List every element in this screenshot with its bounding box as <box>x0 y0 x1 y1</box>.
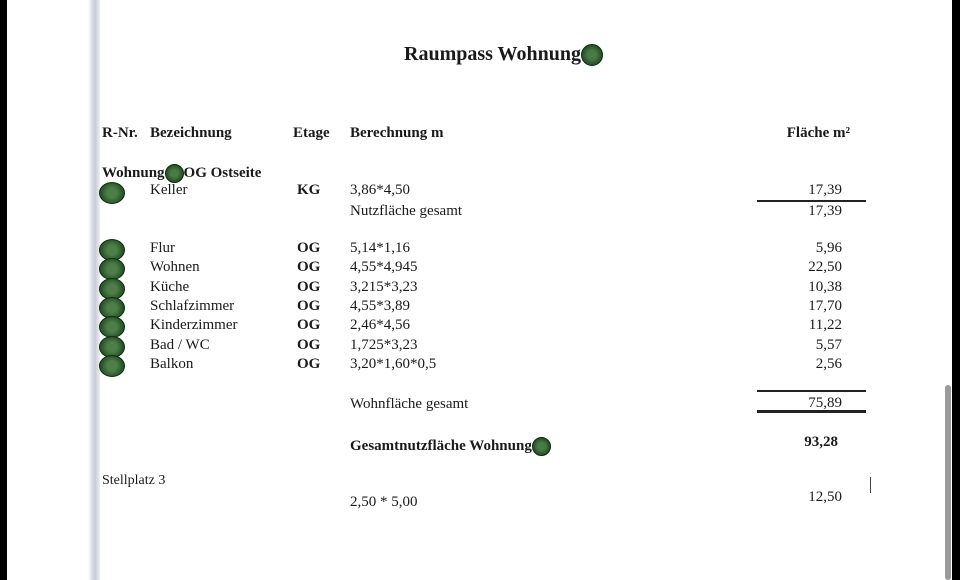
header-nr: R-Nr. <box>102 125 138 141</box>
title-text: Raumpass Wohnung <box>404 43 581 65</box>
room-name: Küche <box>150 278 190 295</box>
parking-label: Stellplatz 3 <box>102 473 166 488</box>
room-calc: 1,725*3,23 <box>350 336 418 353</box>
section-heading: Wohnung OG Ostseite <box>102 164 261 183</box>
room-floor: OG <box>297 240 321 256</box>
page-fold-shadow <box>88 0 100 580</box>
redaction-stamp-icon <box>99 316 125 339</box>
redaction-stamp-icon <box>99 182 125 204</box>
room-floor: KG <box>297 182 321 198</box>
divider <box>757 410 866 413</box>
divider <box>757 390 866 392</box>
redaction-stamp-icon <box>99 258 125 281</box>
room-calc: 3,86*4,50 <box>350 182 410 198</box>
room-area: 17,70 <box>808 297 842 314</box>
usable-total-area: 17,39 <box>808 203 842 219</box>
room-calc: 3,215*3,23 <box>350 278 418 295</box>
section-prefix: Wohnung <box>102 164 165 181</box>
room-area: 2,56 <box>815 355 842 372</box>
grand-total-label: Gesamtnutzfläche Wohnung <box>350 437 551 456</box>
room-floor: OG <box>297 297 321 314</box>
living-total-area: 75,89 <box>808 395 842 411</box>
room-floor: OG <box>297 317 321 334</box>
usable-total-label: Nutzfläche gesamt <box>350 203 463 219</box>
room-area: 11,22 <box>808 317 842 334</box>
room-area: 22,50 <box>808 259 842 276</box>
viewer-border-left <box>0 0 7 580</box>
redaction-stamp-icon <box>99 354 125 377</box>
page-title: Raumpass Wohnung <box>404 43 603 67</box>
viewer-border-right <box>952 0 960 580</box>
living-total-label: Wohnfläche gesamt <box>350 396 469 412</box>
room-calc: 5,14*1,16 <box>350 240 410 256</box>
redaction-stamp-icon <box>580 44 603 67</box>
room-area: 5,96 <box>815 240 842 256</box>
room-floor: OG <box>297 259 321 276</box>
grand-total-text: Gesamtnutzfläche Wohnung <box>350 437 532 454</box>
redaction-stamp-icon <box>164 164 184 183</box>
room-name: Balkon <box>150 355 194 372</box>
room-name: Wohnen <box>150 259 200 276</box>
parking-calc: 2,50 * 5,00 <box>350 494 418 510</box>
header-floor: Etage <box>293 125 330 141</box>
parking-area: 12,50 <box>808 489 842 505</box>
header-name: Bezeichnung <box>150 125 232 141</box>
redaction-stamp-icon <box>531 437 551 456</box>
room-floor: OG <box>297 336 321 353</box>
scrollbar[interactable] <box>945 385 951 580</box>
room-name: Kinderzimmer <box>150 317 238 334</box>
room-area: 5,57 <box>815 336 842 353</box>
room-name: Bad / WC <box>150 336 210 353</box>
room-floor: OG <box>297 355 321 372</box>
section-suffix: OG Ostseite <box>183 164 262 181</box>
scan-mark <box>870 477 871 493</box>
room-floor: OG <box>297 278 321 295</box>
room-calc: 3,20*1,60*0,5 <box>350 355 437 372</box>
room-name: Schlafzimmer <box>150 297 235 314</box>
grand-total-area: 93,28 <box>804 434 838 450</box>
room-area: 10,38 <box>808 278 842 295</box>
header-area: Fläche m² <box>786 125 850 141</box>
room-calc: 4,55*3,89 <box>350 297 410 314</box>
room-calc: 2,46*4,56 <box>350 317 410 334</box>
divider <box>757 200 866 202</box>
room-name: Keller <box>150 182 188 198</box>
room-name: Flur <box>150 240 176 256</box>
header-calc: Berechnung m <box>350 125 444 141</box>
room-calc: 4,55*4,945 <box>350 259 418 276</box>
room-area: 17,39 <box>808 182 842 198</box>
